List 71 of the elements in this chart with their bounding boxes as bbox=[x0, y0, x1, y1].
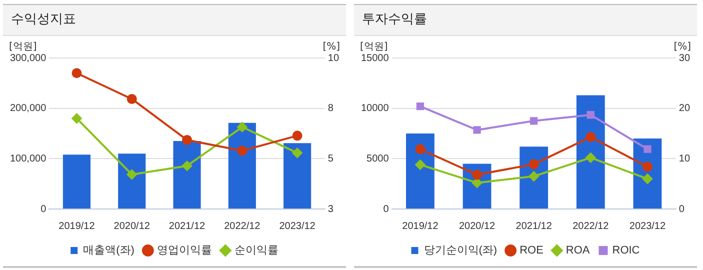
point bbox=[586, 132, 596, 142]
y-tick-label: 10000 bbox=[360, 103, 390, 114]
point bbox=[182, 160, 192, 171]
chart-title: 투자수익률 bbox=[354, 4, 697, 36]
y2-tick-label: 0 bbox=[678, 204, 685, 215]
legend-label: 영업이익률 bbox=[156, 244, 212, 257]
point bbox=[182, 134, 192, 145]
point bbox=[72, 68, 82, 78]
chart-title: 수익성지표 bbox=[3, 4, 346, 36]
y2-tick-label: 5 bbox=[328, 153, 334, 164]
x-tick-label: 2021/12 bbox=[516, 220, 552, 232]
y2-tick-label: 20 bbox=[678, 103, 690, 114]
legend-label: ROE bbox=[520, 244, 544, 257]
bar bbox=[62, 154, 91, 208]
point bbox=[237, 122, 248, 132]
point bbox=[126, 169, 137, 180]
x-tick-label: 2022/12 bbox=[572, 220, 610, 232]
point bbox=[126, 94, 137, 104]
point bbox=[642, 162, 652, 172]
point bbox=[415, 160, 426, 170]
y-axis-title: [억원] bbox=[9, 42, 37, 53]
y2-axis-title: [%] bbox=[674, 42, 692, 53]
point bbox=[72, 113, 82, 124]
point bbox=[292, 130, 302, 141]
y-tick-label: 300,000 bbox=[10, 52, 47, 64]
bar bbox=[406, 134, 434, 208]
bar bbox=[576, 95, 605, 208]
y-tick-label: 100,000 bbox=[10, 153, 47, 164]
x-tick-label: 2023/12 bbox=[279, 220, 316, 232]
y2-tick-label: 10 bbox=[328, 52, 340, 64]
point bbox=[644, 145, 652, 153]
point bbox=[237, 146, 248, 156]
legend-label: ROA bbox=[566, 244, 590, 257]
legend-label: 순이익률 bbox=[234, 244, 278, 257]
y-axis-title: [억원] bbox=[360, 42, 388, 53]
y2-tick-label: 10 bbox=[678, 153, 690, 164]
bar bbox=[173, 141, 201, 208]
x-tick-label: 2021/12 bbox=[168, 220, 206, 232]
point bbox=[472, 178, 482, 188]
y2-axis-title: [%] bbox=[322, 42, 340, 53]
point bbox=[473, 126, 481, 134]
point bbox=[528, 159, 539, 170]
x-tick-label: 2019/12 bbox=[402, 220, 439, 232]
point bbox=[530, 117, 538, 125]
point bbox=[586, 111, 594, 119]
legend-label: ROIC bbox=[612, 244, 640, 257]
point bbox=[292, 148, 302, 158]
point bbox=[416, 102, 424, 110]
point bbox=[528, 171, 539, 182]
bar bbox=[284, 143, 312, 208]
point bbox=[586, 152, 596, 163]
y2-tick-label: 3 bbox=[328, 204, 334, 215]
point bbox=[642, 174, 652, 184]
legend-label: 매출액(좌) bbox=[83, 244, 134, 257]
y-tick-label: 0 bbox=[40, 204, 47, 215]
y-tick-label: 5000 bbox=[366, 153, 390, 164]
x-tick-label: 2020/12 bbox=[114, 220, 150, 232]
point bbox=[415, 144, 426, 154]
x-tick-label: 2022/12 bbox=[224, 220, 261, 232]
bar bbox=[228, 122, 256, 208]
y-tick-label: 200,000 bbox=[10, 103, 47, 114]
x-tick-label: 2023/12 bbox=[629, 220, 666, 232]
x-tick-label: 2019/12 bbox=[58, 220, 96, 232]
bar bbox=[118, 154, 146, 208]
y2-tick-label: 30 bbox=[678, 52, 690, 64]
y-tick-label: 0 bbox=[383, 204, 390, 215]
y-tick-label: 15000 bbox=[360, 52, 390, 64]
point bbox=[472, 170, 482, 180]
x-tick-label: 2020/12 bbox=[458, 220, 496, 232]
legend-label: 당기순이익(좌) bbox=[424, 244, 498, 257]
y2-tick-label: 8 bbox=[328, 103, 334, 114]
